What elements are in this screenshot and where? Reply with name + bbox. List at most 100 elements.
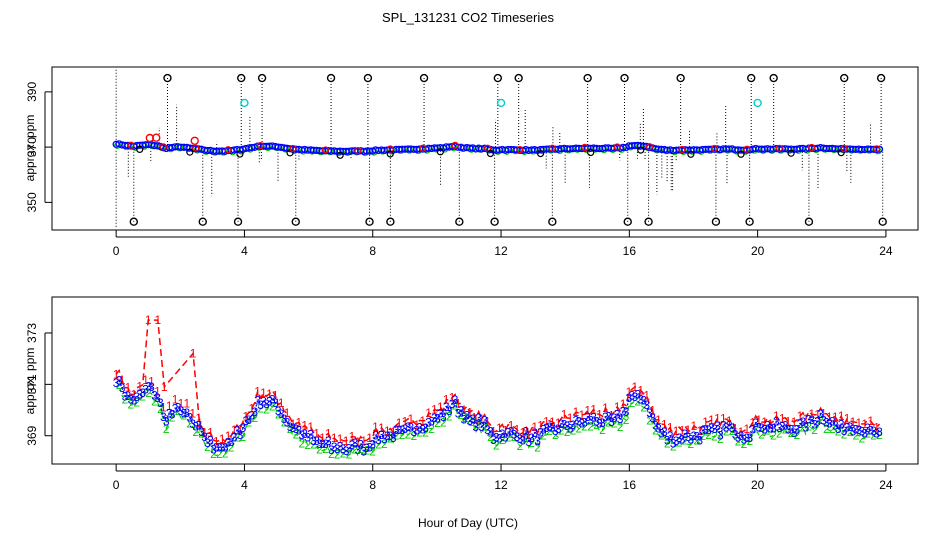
series-point-3: 3 [567,422,574,436]
secondary-point [246,145,254,153]
series-point-3: 3 [758,421,765,435]
series-point-2: 2 [829,422,836,436]
secondary-point [405,146,414,154]
series-point-1: 1 [148,375,155,389]
secondary-point [874,147,882,155]
series-point-2: 2 [186,417,193,431]
outlier-point [419,144,427,152]
series-point-2: 2 [870,429,877,443]
series-point-3: 3 [690,429,697,443]
series-point-1: 1 [331,431,338,445]
series-point-2: 2 [346,448,353,462]
series-point-2: 2 [293,427,300,441]
series-point-3: 3 [428,415,435,429]
secondary-point [556,146,564,155]
series-point-3: 3 [658,427,665,441]
series-point-3: 3 [785,423,792,437]
series-point-3: 3 [802,420,809,434]
series-point-1: 1 [785,415,792,429]
secondary-point [529,147,537,155]
series-point-3: 3 [402,422,409,436]
series-point-2: 2 [564,425,571,439]
series-point-2: 2 [758,428,765,442]
series-point-1: 1 [861,417,868,431]
outlier-point [775,144,783,152]
figure-title: SPL_131231 CO2 Timeseries [382,10,554,25]
series-point-3: 3 [791,426,798,440]
series-point-2: 2 [440,415,447,429]
series-point-2: 2 [599,423,606,437]
series-point-2: 2 [234,431,241,445]
series-point-3: 3 [464,409,471,423]
series-point-3: 3 [820,413,827,427]
series-point-2: 2 [558,423,565,437]
series-point-3: 3 [475,411,482,425]
series-point-3: 3 [741,432,748,446]
series-point-1: 1 [649,404,656,418]
outlier-point [743,145,751,153]
max-marker [326,73,336,83]
min-marker [291,217,300,226]
series-point-2: 2 [275,408,282,422]
series-point-3: 3 [708,421,715,435]
max-marker [620,73,629,83]
series-point-3: 3 [390,431,397,445]
series-point-2: 2 [452,399,459,413]
series-point-3: 3 [670,437,677,451]
max-marker [237,73,246,83]
low-point [536,150,545,158]
secondary-point [794,146,803,154]
series-point-3: 3 [511,428,518,442]
series-point-1: 1 [337,432,344,446]
series-point-3: 3 [384,429,391,443]
series-point-3: 3 [835,422,842,436]
series-point-2: 2 [617,420,624,434]
series-point-3: 3 [682,427,689,441]
series-point-2: 2 [481,420,488,434]
secondary-point [503,147,511,155]
series-point-3: 3 [128,393,135,407]
series-point-1: 1 [679,424,686,438]
series-point-2: 2 [316,443,323,457]
outlier-point [152,133,161,142]
series-point-2: 2 [251,411,258,425]
series-point-3: 3 [119,381,126,395]
series-point-3: 3 [260,395,267,409]
series-point-3: 3 [853,423,860,437]
series-point-2: 2 [576,422,583,436]
series-point-3: 3 [228,435,235,449]
series-point-2: 2 [546,424,553,438]
series-point-2: 2 [823,422,830,436]
series-point-1: 1 [189,407,196,421]
series-point-1: 1 [242,409,249,423]
series-point-3: 3 [764,418,771,432]
series-point-3: 3 [281,412,288,426]
x-tick-label: 4 [241,244,248,258]
series-point-1: 1 [172,392,179,406]
bottom-x-axis: 0 4 8 12 16 20 24 [113,464,893,492]
series-point-3: 3 [269,392,276,406]
series-point-3: 3 [195,418,202,432]
series-point-3: 3 [363,441,370,455]
series-point-3: 3 [723,420,730,434]
max-marker [747,73,756,83]
series-point-3: 3 [245,413,252,427]
outlier-point [386,145,394,153]
series-point-3: 3 [222,440,229,454]
series-point-3: 3 [237,428,244,442]
series-point-3: 3 [611,411,618,425]
max-marker [163,73,172,83]
series-point-3: 3 [814,414,821,428]
series-point-3: 3 [331,440,338,454]
series-point-3: 3 [517,432,524,446]
series-point-3: 3 [328,443,335,457]
series-point-3: 3 [528,431,535,445]
series-point-1: 1 [602,401,609,415]
series-point-2: 2 [800,420,807,434]
secondary-point [600,146,608,154]
outlier-point [256,142,265,150]
series-point-1: 1 [125,381,132,395]
series-point-3: 3 [632,390,639,404]
series-point-2: 2 [788,426,795,440]
